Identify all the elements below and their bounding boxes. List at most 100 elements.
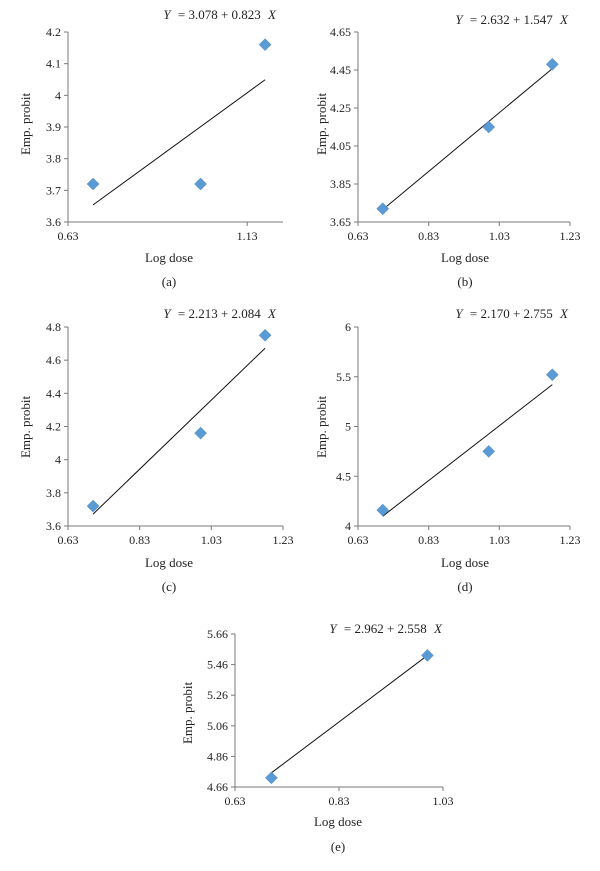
x-tick-label: 0.63 <box>348 533 369 547</box>
data-point-e-1 <box>265 771 278 785</box>
equation-x-c: X <box>267 306 277 321</box>
ylabel-d: Emp. probit <box>314 396 329 458</box>
y-tick-label: 4.65 <box>330 25 351 39</box>
data-point-d-3 <box>545 368 559 382</box>
x-tick-label: 1.23 <box>273 533 294 547</box>
equation-y-a: Y <box>163 7 172 22</box>
equation-x-e: X <box>433 621 443 636</box>
y-tick-label: 4 <box>345 519 351 533</box>
x-tick-label: 0.63 <box>348 229 369 243</box>
xlabel-e: Log dose <box>314 814 362 829</box>
equation-e: Y = 2.962 + 2.558 X <box>329 621 443 636</box>
y-tick-label: 4.8 <box>46 320 61 334</box>
x-tick-label: 0.63 <box>225 794 246 808</box>
fit-line-c <box>92 347 266 515</box>
ylabel-e: Emp. probit <box>180 682 195 744</box>
y-tick-label: 5.66 <box>207 627 228 641</box>
equation-rhs-c: = 2.213 + 2.084 <box>178 306 261 321</box>
data-point-c-2 <box>194 426 207 440</box>
equation-x-b: X <box>559 12 569 27</box>
equation-rhs-b: = 2.632 + 1.547 <box>470 12 553 27</box>
data-point-d-2 <box>482 445 496 458</box>
equation-x-a: X <box>267 7 277 22</box>
y-tick-label: 4.05 <box>330 139 351 153</box>
y-tick-label: 5 <box>345 420 351 434</box>
equation-y-b: Y <box>455 12 464 27</box>
y-tick-label: 4 <box>55 88 61 102</box>
data-point-a-2 <box>194 177 207 191</box>
y-tick-label: 4.2 <box>46 420 61 434</box>
ylabel-b: Emp. probit <box>314 93 329 155</box>
xlabel-d: Log dose <box>441 555 489 570</box>
data-point-b-3 <box>545 57 559 71</box>
y-tick-label: 5.26 <box>207 688 228 702</box>
data-point-d-1 <box>376 503 390 517</box>
equation-rhs-d: = 2.170 + 2.755 <box>470 306 553 321</box>
panel-e: Y = 2.962 + 2.558 X Log dose Emp. probit… <box>180 621 454 854</box>
panel-label-e: (e) <box>331 839 345 854</box>
panel-label-d: (d) <box>457 579 472 594</box>
y-tick-label: 4.2 <box>46 25 61 39</box>
y-tick-label: 4.66 <box>207 780 228 794</box>
x-tick-label: 0.83 <box>329 794 350 808</box>
x-tick-label: 1.23 <box>560 229 581 243</box>
y-tick-label: 5.46 <box>207 658 228 672</box>
ylabel-c: Emp. probit <box>18 396 33 458</box>
fit-line-e <box>271 655 428 774</box>
xlabel-c: Log dose <box>145 555 193 570</box>
y-tick-label: 3.9 <box>46 120 61 134</box>
xlabel-a: Log dose <box>145 250 193 265</box>
x-tick-label: 0.83 <box>418 229 439 243</box>
y-tick-label: 3.65 <box>330 215 351 229</box>
equation-x-d: X <box>559 306 569 321</box>
equation-a: Y = 3.078 + 0.823 X <box>163 7 277 22</box>
x-tick-label: 0.83 <box>418 533 439 547</box>
panel-d: Y = 2.170 + 2.755 X Log dose Emp. probit… <box>314 306 581 594</box>
x-tick-label: 0.63 <box>58 533 79 547</box>
data-point-c-3 <box>258 328 272 342</box>
y-tick-label: 4.1 <box>46 57 61 71</box>
y-tick-label: 4.86 <box>207 749 228 763</box>
y-tick-label: 3.6 <box>46 519 61 533</box>
panel-label-b: (b) <box>457 274 472 289</box>
y-tick-label: 4.5 <box>336 469 351 483</box>
y-tick-label: 6 <box>345 320 351 334</box>
equation-y-d: Y <box>455 306 464 321</box>
y-tick-label: 3.6 <box>46 215 61 229</box>
data-point-b-2 <box>482 120 496 134</box>
panel-label-c: (c) <box>162 579 176 594</box>
x-tick-label: 1.03 <box>433 794 454 808</box>
data-point-b-1 <box>376 202 390 216</box>
panel-label-a: (a) <box>162 274 176 289</box>
y-tick-label: 3.8 <box>46 152 61 166</box>
ylabel-a: Emp. probit <box>18 93 33 155</box>
equation-y-e: Y <box>329 621 338 636</box>
equation-rhs-e: = 2.962 + 2.558 <box>344 621 427 636</box>
x-tick-label: 1.03 <box>489 533 510 547</box>
y-tick-label: 4 <box>55 453 61 467</box>
y-tick-label: 4.45 <box>330 63 351 77</box>
y-tick-label: 4.4 <box>46 386 61 400</box>
data-point-e-2 <box>421 649 434 662</box>
fit-line-d <box>382 384 553 517</box>
x-tick-label: 1.03 <box>489 229 510 243</box>
equation-d: Y = 2.170 + 2.755 X <box>455 306 569 321</box>
x-tick-label: 1.03 <box>201 533 222 547</box>
data-point-c-1 <box>86 499 100 513</box>
equation-y-c: Y <box>163 306 172 321</box>
fit-line-a <box>92 79 266 206</box>
y-tick-label: 5.06 <box>207 719 228 733</box>
y-tick-label: 5.5 <box>336 370 351 384</box>
x-tick-label: 1.13 <box>237 229 258 243</box>
x-tick-label: 0.63 <box>58 229 79 243</box>
equation-b: Y = 2.632 + 1.547 X <box>455 12 569 27</box>
y-tick-label: 3.8 <box>46 486 61 500</box>
x-tick-label: 0.83 <box>129 533 150 547</box>
y-tick-label: 3.7 <box>46 183 61 197</box>
xlabel-b: Log dose <box>441 250 489 265</box>
data-point-a-3 <box>258 38 272 52</box>
panel-b: Y = 2.632 + 1.547 X Log dose Emp. probit… <box>314 12 581 289</box>
equation-rhs-a: = 3.078 + 0.823 <box>178 7 261 22</box>
data-point-a-1 <box>86 177 100 191</box>
